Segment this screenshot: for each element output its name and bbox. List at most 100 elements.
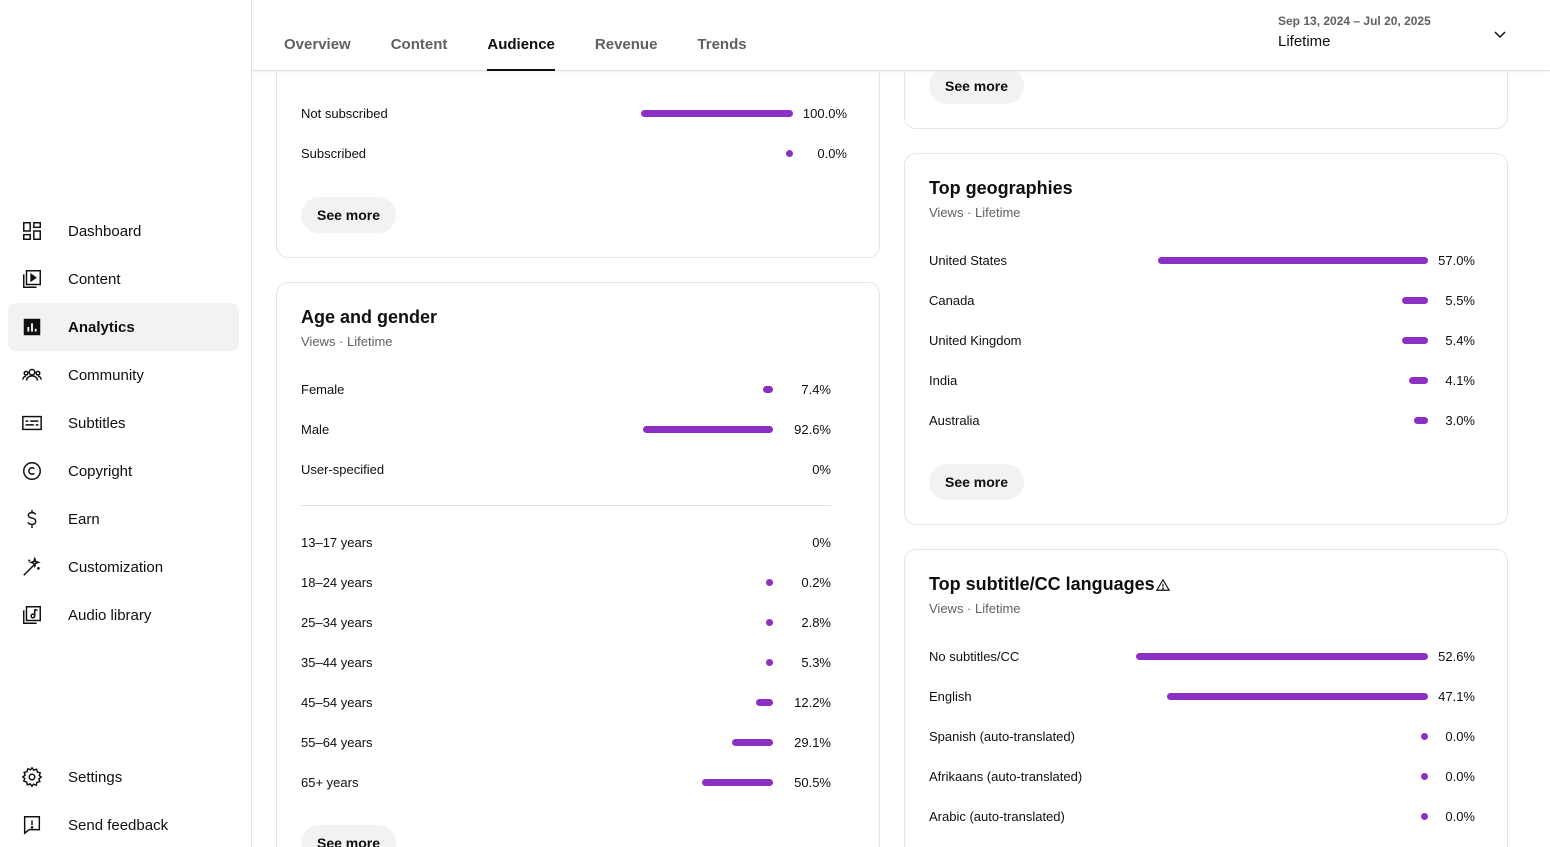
- row-value: 50.5%: [794, 774, 831, 790]
- see-more-button[interactable]: See more: [929, 464, 1025, 500]
- tab-trends[interactable]: Trends: [697, 36, 747, 53]
- dashboard-icon: [20, 219, 44, 243]
- card-subtitle: Views · Lifetime: [301, 334, 393, 349]
- percent-bar: [766, 579, 773, 586]
- sidebar-item-label: Subtitles: [68, 414, 126, 432]
- sidebar-item-label: Content: [68, 270, 121, 288]
- sidebar-item-earn[interactable]: Earn: [8, 495, 239, 543]
- tab-content[interactable]: Content: [390, 36, 448, 53]
- sidebar-item-audio-library[interactable]: Audio library: [8, 591, 239, 639]
- sidebar-item-copyright[interactable]: Copyright: [8, 447, 239, 495]
- row-value: 0.0%: [817, 145, 847, 161]
- row-value: 5.5%: [1445, 292, 1475, 308]
- sidebar-item-settings[interactable]: Settings: [8, 753, 239, 801]
- see-more-button[interactable]: See more: [301, 825, 397, 847]
- sidebar-item-send-feedback[interactable]: Send feedback: [8, 801, 239, 847]
- card-title: Top geographies: [929, 178, 1073, 198]
- row-label: 13–17 years: [301, 534, 373, 550]
- date-range-text: Sep 13, 2024 – Jul 20, 2025: [1278, 14, 1431, 28]
- community-icon: [20, 363, 44, 387]
- row-label: Australia: [929, 412, 980, 428]
- row-label: Spanish (auto-translated): [929, 728, 1075, 744]
- see-more-button[interactable]: See more: [301, 197, 397, 233]
- row-label: United States: [929, 252, 1008, 268]
- percent-bar: [762, 386, 773, 393]
- row-label: 45–54 years: [301, 694, 373, 710]
- sidebar-item-label: Earn: [68, 510, 100, 528]
- tab-revenue[interactable]: Revenue: [594, 36, 658, 53]
- sidebar-item-label: Copyright: [68, 462, 133, 480]
- list-item: Arabic (auto-translated) 0.0%: [929, 806, 1475, 826]
- row-value: 7.4%: [801, 381, 831, 397]
- feedback-icon: [20, 813, 44, 837]
- row-label: Subscribed: [301, 145, 367, 161]
- sidebar-item-label: Send feedback: [68, 816, 169, 834]
- list-item: India 4.1%: [929, 370, 1475, 390]
- tab-audience[interactable]: Audience: [487, 0, 555, 71]
- list-item: English 47.1%: [929, 686, 1475, 706]
- list-item: United Kingdom 5.4%: [929, 330, 1475, 350]
- analytics-tabs: Overview Content Audience Revenue Trends: [284, 0, 787, 71]
- row-label: 25–34 years: [301, 614, 373, 630]
- sidebar-item-subtitles[interactable]: Subtitles: [8, 399, 239, 447]
- percent-bar: [1166, 693, 1428, 700]
- list-item: Afrikaans (auto-translated) 0.0%: [929, 766, 1475, 786]
- percent-bar: [1421, 813, 1428, 820]
- row-label: 65+ years: [301, 774, 359, 790]
- chevron-down-icon: [1494, 31, 1506, 39]
- percent-bar: [766, 619, 773, 626]
- list-item: No subtitles/CC 52.6%: [929, 646, 1475, 666]
- sidebar-item-label: Customization: [68, 558, 164, 576]
- sidebar-item-community[interactable]: Community: [8, 351, 239, 399]
- row-label: 55–64 years: [301, 734, 373, 750]
- list-item: Female 7.4%: [301, 379, 831, 399]
- sidebar-item-content[interactable]: Content: [8, 255, 239, 303]
- list-item: 55–64 years 29.1%: [301, 732, 831, 752]
- row-value: 100.0%: [802, 105, 847, 121]
- percent-bar: [1136, 653, 1428, 660]
- sidebar: Dashboard Content Analytics Community Su…: [0, 0, 252, 847]
- card-title: Age and gender: [301, 307, 438, 327]
- warning-icon[interactable]: [1156, 578, 1170, 592]
- row-label: Not subscribed: [301, 105, 388, 121]
- sidebar-item-customization[interactable]: Customization: [8, 543, 239, 591]
- percent-bar: [765, 659, 773, 666]
- analytics-icon: [20, 315, 44, 339]
- row-value: 0%: [812, 461, 831, 477]
- date-range-picker[interactable]: Sep 13, 2024 – Jul 20, 2025 Lifetime: [1278, 14, 1508, 58]
- list-item: 18–24 years 0.2%: [301, 572, 831, 592]
- row-label: Arabic (auto-translated): [929, 808, 1065, 824]
- percent-bar: [1421, 773, 1428, 780]
- row-label: United Kingdom: [929, 332, 1022, 348]
- row-label: India: [929, 372, 958, 388]
- row-label: User-specified: [301, 461, 385, 477]
- card-subtitle: Views · Lifetime: [929, 205, 1021, 220]
- tab-overview[interactable]: Overview: [284, 36, 351, 53]
- percent-bar: [755, 699, 773, 706]
- percent-bar: [1158, 257, 1428, 264]
- list-item: User-specified 0%: [301, 459, 831, 479]
- magic-wand-icon: [20, 555, 44, 579]
- percent-bar: [1413, 417, 1428, 424]
- row-value: 5.3%: [801, 654, 831, 670]
- list-item: 25–34 years 2.8%: [301, 612, 831, 632]
- sidebar-item-label: Audio library: [68, 606, 152, 624]
- row-label: Female: [301, 381, 345, 397]
- card-title: Top subtitle/CC languages: [929, 574, 1155, 594]
- row-label: 35–44 years: [301, 654, 373, 670]
- sidebar-item-dashboard[interactable]: Dashboard: [8, 207, 239, 255]
- row-value: 5.4%: [1445, 332, 1475, 348]
- list-item: 65+ years 50.5%: [301, 772, 831, 792]
- row-label: Afrikaans (auto-translated): [929, 768, 1083, 784]
- sidebar-item-label: Settings: [68, 768, 123, 786]
- row-label: No subtitles/CC: [929, 648, 1020, 664]
- row-value: 0.2%: [801, 574, 831, 590]
- row-value: 52.6%: [1438, 648, 1475, 664]
- see-more-button[interactable]: See more: [929, 68, 1025, 104]
- percent-bar: [1402, 337, 1428, 344]
- row-value: 92.6%: [794, 421, 831, 437]
- sidebar-item-analytics[interactable]: Analytics: [8, 303, 239, 351]
- sidebar-item-label: Analytics: [68, 318, 135, 336]
- age-gender-card: Age and gender Views · Lifetime Female 7…: [276, 282, 880, 847]
- row-value: 57.0%: [1438, 252, 1475, 268]
